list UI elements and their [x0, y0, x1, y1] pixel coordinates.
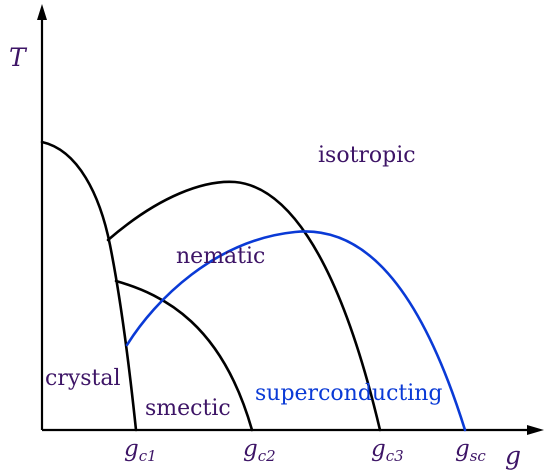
x-axis-label: g [505, 441, 521, 470]
tick-base: g [455, 436, 470, 462]
phase-label-nematic: nematic [176, 244, 265, 269]
tick-sub: sc [470, 447, 487, 465]
y-axis-arrow-icon [37, 4, 47, 20]
tick-label-gc2: gc2 [243, 436, 276, 465]
phase-label-isotropic: isotropic [318, 143, 416, 168]
phase-label-crystal: crystal [45, 366, 121, 391]
phase-boundaries [40, 140, 382, 432]
tick-label-gc3: gc3 [371, 436, 404, 465]
x-axis-arrow-icon [527, 425, 544, 435]
nematic-boundary [106, 180, 382, 432]
tick-base: g [371, 436, 386, 462]
tick-sub: c2 [258, 447, 276, 465]
tick-base: g [243, 436, 258, 462]
tick-sub: c3 [386, 447, 404, 465]
phase-label-smectic: smectic [145, 396, 231, 421]
tick-sub: c1 [139, 447, 157, 465]
tick-labels: gc1 gc2 gc3 gsc [124, 436, 486, 465]
phase-label-superconducting: superconducting [255, 381, 443, 406]
axes [37, 4, 544, 435]
tick-label-gsc: gsc [455, 436, 486, 465]
smectic-boundary [114, 279, 254, 432]
superconducting-dome [125, 230, 467, 432]
tick-base: g [124, 436, 139, 462]
phase-labels: isotropic nematic crystal smectic superc… [45, 143, 443, 421]
crystal-boundary [40, 140, 138, 432]
tick-label-gc1: gc1 [124, 436, 157, 465]
y-axis-label: T [9, 43, 28, 72]
